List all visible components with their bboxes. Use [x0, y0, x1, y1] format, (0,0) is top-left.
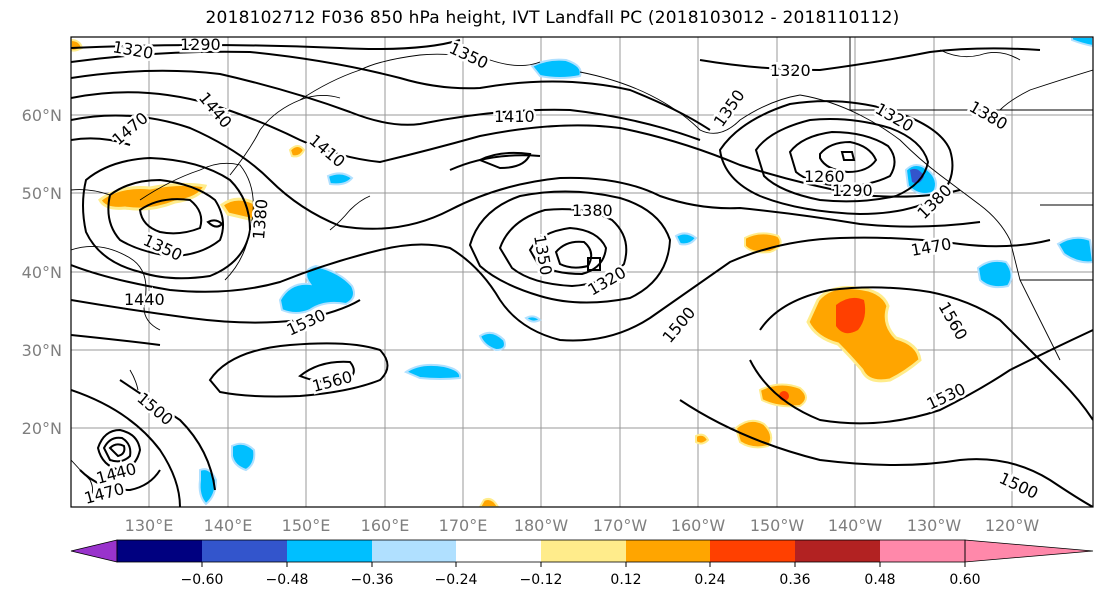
lat-label: 40°N: [22, 263, 62, 282]
colorbar-tick-label: 0.24: [694, 572, 725, 588]
gridlines: [71, 37, 1093, 507]
colorbar-tick-label: 0.36: [779, 572, 810, 588]
lat-label: 20°N: [22, 419, 62, 438]
negative-ivt-shading: [198, 37, 1093, 506]
lon-label: 160°W: [671, 516, 726, 535]
lon-label: 140°W: [828, 516, 883, 535]
colorbar-tick-label: 0.60: [949, 572, 980, 588]
contour-label: 1290: [832, 181, 873, 200]
lon-label: 130°W: [907, 516, 962, 535]
colorbar-segment: [541, 540, 626, 562]
map-title: 2018102712 F036 850 hPa height, IVT Land…: [205, 8, 900, 28]
contour-label: 1440: [124, 290, 165, 309]
contour-label: 1410: [494, 107, 535, 126]
lon-label: 160°E: [361, 516, 410, 535]
lon-label: 150°W: [750, 516, 805, 535]
colorbar-segment: [710, 540, 795, 562]
lon-label: 130°E: [125, 516, 174, 535]
colorbar-tick-label: −0.24: [435, 572, 478, 588]
map-area: 1320 1290 1350 1470 1440 1410 1380 1350 …: [71, 35, 1093, 507]
height-contours: [71, 39, 1093, 507]
colorbar-under-arrow: [70, 539, 118, 563]
colorbar-tick-label: −0.48: [266, 572, 309, 588]
lat-label: 60°N: [22, 106, 62, 125]
colorbar-segment: [456, 540, 541, 562]
colorbar-over-arrow: [880, 540, 965, 562]
coastlines: [71, 37, 1093, 501]
colorbar-tick-label: −0.36: [351, 572, 394, 588]
latitude-labels: 60°N 50°N 40°N 30°N 20°N: [22, 106, 62, 438]
colorbar-tick-label: 0.12: [610, 572, 641, 588]
contour-label: 1290: [180, 35, 221, 54]
colorbar: −0.60 −0.48 −0.36 −0.24 −0.12 0.12 0.24 …: [70, 539, 1094, 588]
colorbar-segment: [287, 540, 372, 562]
lat-label: 50°N: [22, 184, 62, 203]
contour-label: 1260: [804, 167, 845, 186]
colorbar-ticks: [201, 562, 966, 567]
colorbar-tick-label: 0.48: [864, 572, 895, 588]
colorbar-segment: [626, 540, 710, 562]
lon-label: 170°W: [593, 516, 648, 535]
colorbar-tick-label: −0.12: [520, 572, 563, 588]
colorbar-segment: [117, 540, 202, 562]
lat-label: 30°N: [22, 341, 62, 360]
colorbar-segment: [372, 540, 456, 562]
colorbar-segment: [202, 540, 287, 562]
contour-label: 1320: [770, 61, 811, 80]
contour-label: 1380: [572, 201, 613, 220]
map-frame: [70, 36, 1094, 508]
lon-label: 140°E: [204, 516, 253, 535]
contour-label: 1380: [249, 198, 271, 240]
longitude-labels: 130°E 140°E 150°E 160°E 170°E 180°W 170°…: [125, 516, 1040, 535]
lon-label: 180°W: [514, 516, 569, 535]
colorbar-tick-label: −0.60: [181, 572, 224, 588]
lon-label: 120°W: [985, 516, 1040, 535]
colorbar-over-arrow-tip: [964, 539, 1094, 563]
lon-label: 150°E: [282, 516, 331, 535]
colorbar-segment: [795, 540, 880, 562]
lon-label: 170°E: [439, 516, 488, 535]
